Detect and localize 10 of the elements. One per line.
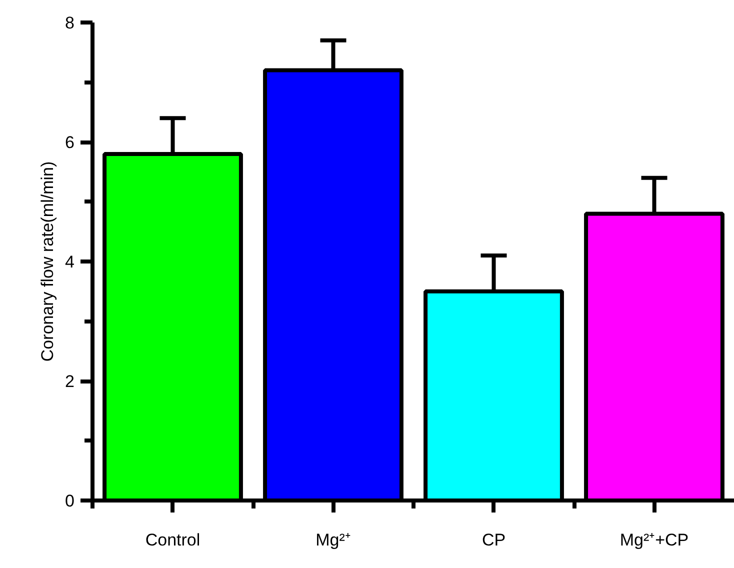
y-tick-label: 8	[65, 14, 75, 32]
x-tick-label: CP	[482, 530, 506, 550]
x-tick-label: Mg²⁺+CP	[620, 530, 689, 550]
y-tick-label: 4	[65, 252, 75, 272]
y-tick-label: 2	[65, 372, 75, 391]
y-tick-label: 6	[65, 133, 75, 152]
y-tick-label: 0	[65, 492, 75, 510]
x-tick-label: Control	[145, 530, 200, 550]
x-tick-label: Mg²⁺	[316, 530, 351, 550]
y-axis-title: Coronary flow rate(ml/min)	[38, 161, 58, 362]
